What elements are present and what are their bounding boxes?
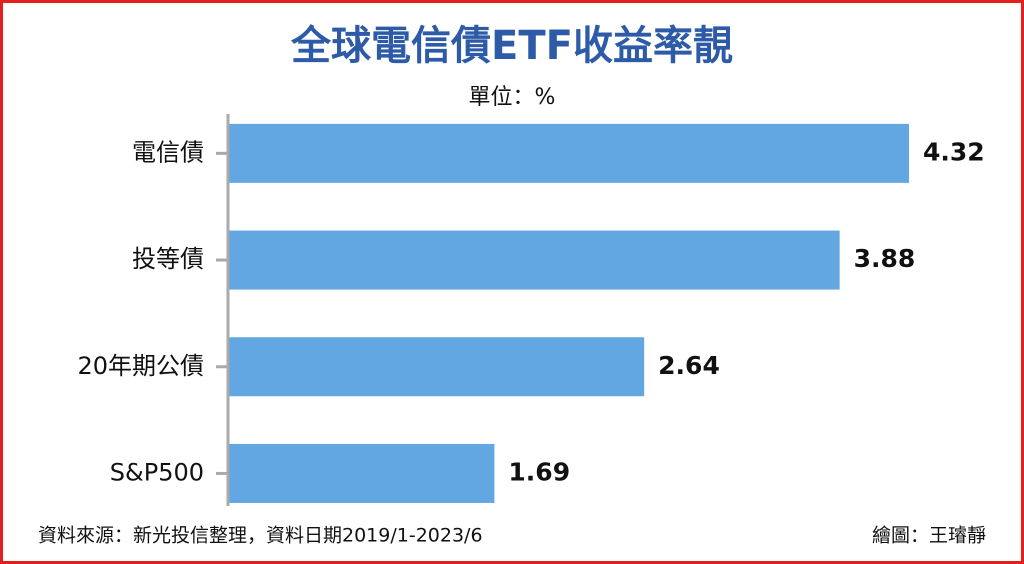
value-label: 3.88 (854, 244, 916, 273)
value-label: 4.32 (923, 137, 985, 166)
category-label: 電信債 (132, 138, 204, 166)
chart-title: 全球電信債ETF收益率靚 (290, 23, 733, 69)
category-label: S&P500 (110, 458, 204, 486)
credit-note: 繪圖：王璿靜 (872, 525, 986, 547)
value-label: 2.64 (658, 351, 720, 380)
category-label: 投等債 (132, 245, 204, 273)
source-note: 資料來源：新光投信整理，資料日期2019/1-2023/6 (38, 525, 483, 547)
value-label: 1.69 (508, 457, 570, 486)
bar (229, 123, 909, 183)
bar (229, 230, 840, 290)
unit-label: 單位：% (469, 85, 556, 110)
bar (229, 337, 645, 397)
bar (229, 443, 495, 503)
category-label: 20年期公債 (77, 352, 204, 380)
